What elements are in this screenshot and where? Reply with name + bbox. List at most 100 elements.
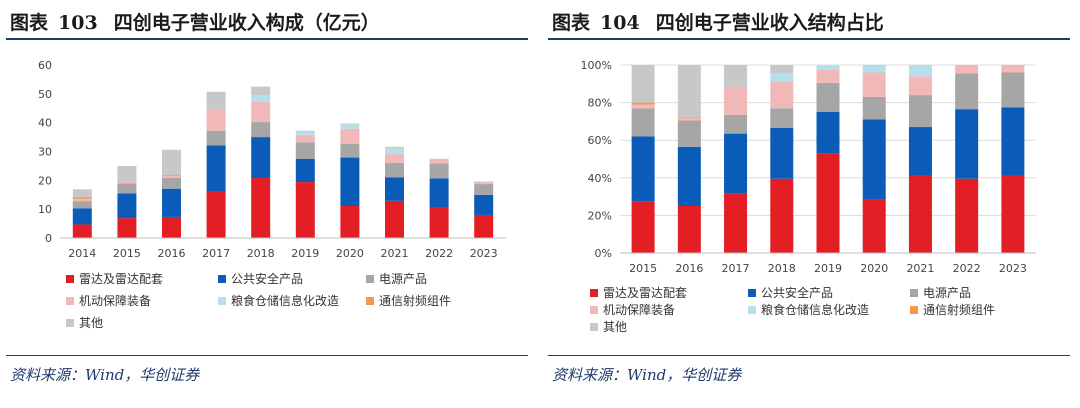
bar-segment xyxy=(631,108,655,137)
legend-label: 机动保障装备 xyxy=(79,293,151,308)
bar-segment xyxy=(72,201,92,209)
bar-segment xyxy=(955,109,979,179)
x-tick-label: 2022 xyxy=(425,247,453,260)
bar-segment xyxy=(251,122,271,138)
x-tick-label: 2021 xyxy=(906,262,934,275)
right-source-rule xyxy=(548,355,1070,356)
legend-label: 粮食仓储信息化改造 xyxy=(761,302,869,317)
x-tick-label: 2021 xyxy=(381,247,409,260)
left-chart-area: 0 10 20 30 40 50 60 2014 2015 2016 2017 2018 2019 202… xyxy=(18,50,523,347)
legend-label: 通信射频组件 xyxy=(923,302,995,317)
legend-swatch xyxy=(910,306,918,314)
right-chart-title: 四创电子营业收入结构占比 xyxy=(655,12,884,34)
legend-label: 公共安全产品 xyxy=(231,271,303,286)
right-title-rule xyxy=(548,38,1070,40)
bar-segment xyxy=(677,116,701,118)
x-tick-label: 2014 xyxy=(68,247,96,260)
legend-swatch xyxy=(590,289,598,297)
bar-segment xyxy=(340,128,360,144)
bar-segment xyxy=(385,177,404,201)
x-tick-label: 2015 xyxy=(113,247,141,260)
legend-label: 机动保障装备 xyxy=(603,302,675,317)
x-tick-label: 2016 xyxy=(675,262,703,275)
left-source-note: 资料来源：Wind，华创证券 xyxy=(10,366,200,384)
bar-segment xyxy=(206,191,226,238)
bar-segment xyxy=(908,175,932,253)
x-tick-label: 2023 xyxy=(470,247,498,260)
x-tick-label: 2016 xyxy=(158,247,186,260)
bar-segment xyxy=(117,218,137,238)
x-tick-label: 2017 xyxy=(722,262,750,275)
bar-segment xyxy=(162,188,181,217)
y-tick-label: 20% xyxy=(588,209,612,222)
legend-swatch xyxy=(590,306,598,314)
right-figure-number: 104 xyxy=(600,12,640,34)
bar-segment xyxy=(862,72,886,97)
bar-segment xyxy=(206,145,226,192)
y-tick-label: 60 xyxy=(38,59,52,72)
bar-segment xyxy=(385,200,404,238)
bar-segment xyxy=(724,133,748,194)
bar-segment xyxy=(206,109,226,131)
bar-segment xyxy=(117,183,137,194)
bar-segment xyxy=(429,178,449,208)
bar-segment xyxy=(295,142,315,159)
x-tick-label: 2023 xyxy=(999,262,1027,275)
bar-segment xyxy=(677,206,701,253)
left-figure-title: 图表 103 四创电子营业收入构成（亿元） xyxy=(10,8,380,35)
bar-segment xyxy=(724,65,748,88)
left-figure-number: 103 xyxy=(58,12,98,34)
bar-segment xyxy=(677,117,701,121)
bar-segment xyxy=(385,146,404,149)
bar-segment xyxy=(816,112,840,154)
y-tick-label: 60% xyxy=(588,134,612,147)
legend-swatch xyxy=(66,297,74,305)
bar-segment xyxy=(474,184,494,195)
bar-segment xyxy=(770,81,794,109)
bar-segment xyxy=(251,178,271,238)
x-tick-label: 2020 xyxy=(336,247,364,260)
bar-segment xyxy=(631,201,655,253)
x-tick-label: 2022 xyxy=(953,262,981,275)
bar-segment xyxy=(677,120,701,147)
bar-segment xyxy=(340,123,360,125)
bar-segment xyxy=(908,76,932,96)
y-tick-label: 40 xyxy=(38,117,52,130)
bar-segment xyxy=(770,178,794,253)
bar-segment xyxy=(385,148,404,155)
bar-segment xyxy=(72,198,92,202)
right-chart-area: 0% 20% 40% 60% 80% 100% 2015 2016 2017 2018 2019 20… xyxy=(560,50,1065,347)
right-figure-title: 图表 104 四创电子营业收入结构占比 xyxy=(552,8,884,35)
bar-segment xyxy=(770,65,794,74)
legend-swatch xyxy=(590,323,598,331)
bar-segment xyxy=(72,224,92,238)
x-tick-label: 2017 xyxy=(202,247,230,260)
x-tick-label: 2018 xyxy=(247,247,275,260)
bar-segment xyxy=(862,199,886,253)
bar-segment xyxy=(955,65,979,74)
bar-segment xyxy=(295,182,315,238)
legend-swatch xyxy=(66,319,74,327)
bar-segment xyxy=(340,157,360,206)
left-figure-label: 图表 xyxy=(10,12,49,34)
bar-segment xyxy=(631,102,655,105)
bar-segment xyxy=(251,94,271,102)
left-title-rule xyxy=(6,38,528,40)
legend-label: 通信射频组件 xyxy=(379,293,451,308)
bar-segment xyxy=(1001,174,1025,253)
bar-segment xyxy=(385,154,404,163)
bar-segment xyxy=(251,86,271,95)
legend-swatch xyxy=(218,297,226,305)
bar-segment xyxy=(340,124,360,129)
bar-segment xyxy=(251,137,271,179)
bar-segment xyxy=(72,208,92,225)
right-stacked-percent-chart: 0% 20% 40% 60% 80% 100% 2015 2016 2017 2018 2019 20… xyxy=(581,59,1036,334)
legend-swatch xyxy=(366,275,374,283)
bar-segment xyxy=(429,159,449,164)
legend-label: 粮食仓储信息化改造 xyxy=(231,293,339,308)
bar-segment xyxy=(1001,65,1025,73)
y-tick-label: 80% xyxy=(588,97,612,110)
legend-label: 其他 xyxy=(603,320,627,334)
bar-segment xyxy=(206,91,226,110)
bar-segment xyxy=(908,65,932,77)
